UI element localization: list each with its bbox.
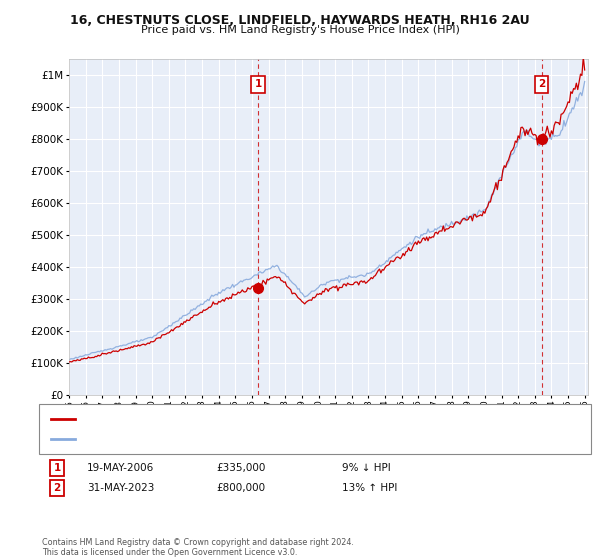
Text: 1: 1: [53, 463, 61, 473]
Text: 2: 2: [53, 483, 61, 493]
Text: 16, CHESTNUTS CLOSE, LINDFIELD, HAYWARDS HEATH, RH16 2AU (detached house): 16, CHESTNUTS CLOSE, LINDFIELD, HAYWARDS…: [79, 415, 458, 424]
Text: Contains HM Land Registry data © Crown copyright and database right 2024.
This d: Contains HM Land Registry data © Crown c…: [42, 538, 354, 557]
Text: £335,000: £335,000: [216, 463, 265, 473]
Text: 1: 1: [254, 80, 262, 90]
Text: 19-MAY-2006: 19-MAY-2006: [87, 463, 154, 473]
Text: 13% ↑ HPI: 13% ↑ HPI: [342, 483, 397, 493]
Text: Price paid vs. HM Land Registry's House Price Index (HPI): Price paid vs. HM Land Registry's House …: [140, 25, 460, 35]
Text: HPI: Average price, detached house, Mid Sussex: HPI: Average price, detached house, Mid …: [79, 434, 297, 443]
Text: 16, CHESTNUTS CLOSE, LINDFIELD, HAYWARDS HEATH, RH16 2AU: 16, CHESTNUTS CLOSE, LINDFIELD, HAYWARDS…: [70, 14, 530, 27]
Text: 2: 2: [538, 80, 545, 90]
Text: 31-MAY-2023: 31-MAY-2023: [87, 483, 154, 493]
Text: 9% ↓ HPI: 9% ↓ HPI: [342, 463, 391, 473]
Text: £800,000: £800,000: [216, 483, 265, 493]
